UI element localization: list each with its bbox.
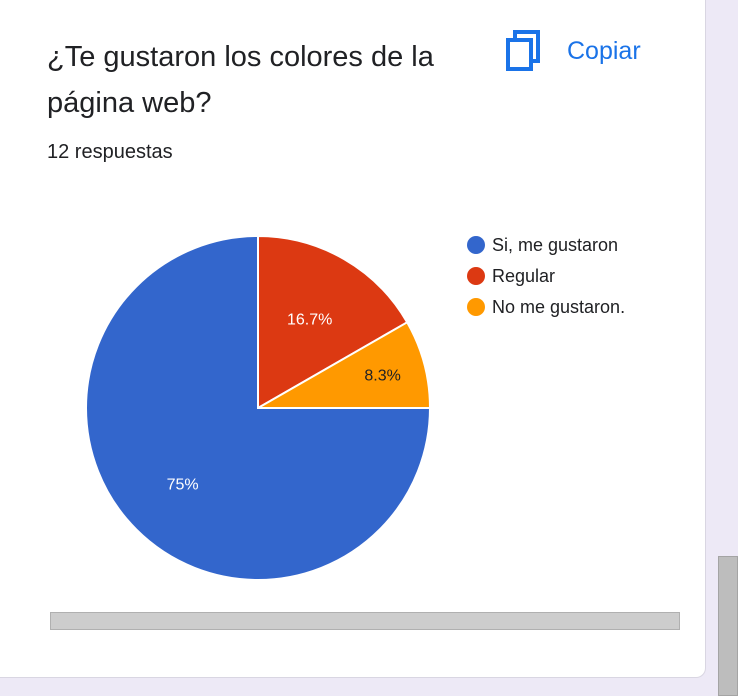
- pie-slice-label: 75%: [167, 476, 199, 493]
- pie-slice-label: 8.3%: [364, 368, 400, 385]
- pie-slice[interactable]: [257, 234, 409, 410]
- copy-button-label: Copiar: [567, 36, 641, 65]
- horizontal-scrollbar[interactable]: [50, 612, 680, 630]
- legend-marker: [467, 267, 485, 285]
- vertical-scrollbar-thumb[interactable]: [718, 556, 738, 696]
- copy-button[interactable]: Copiar: [504, 28, 641, 74]
- legend-marker: [467, 298, 485, 316]
- response-count: 12 respuestas: [47, 141, 173, 163]
- question-title: ¿Te gustaron los colores de la página we…: [47, 41, 434, 119]
- copy-icon: [506, 30, 540, 71]
- legend-label: No me gustaron.: [492, 297, 625, 317]
- legend-marker: [467, 236, 485, 254]
- pie-slice-label: 16.7%: [287, 312, 332, 329]
- legend-label: Si, me gustaron: [492, 235, 618, 255]
- pie-slice[interactable]: [254, 320, 432, 409]
- question-card: ¿Te gustaron los colores de la página we…: [0, 0, 706, 678]
- pie-chart: 16.7% 8.3% 75% Si, me gustaron Regular No me …: [85, 234, 625, 581]
- legend-label: Regular: [492, 266, 555, 286]
- pie-slice[interactable]: [85, 234, 432, 581]
